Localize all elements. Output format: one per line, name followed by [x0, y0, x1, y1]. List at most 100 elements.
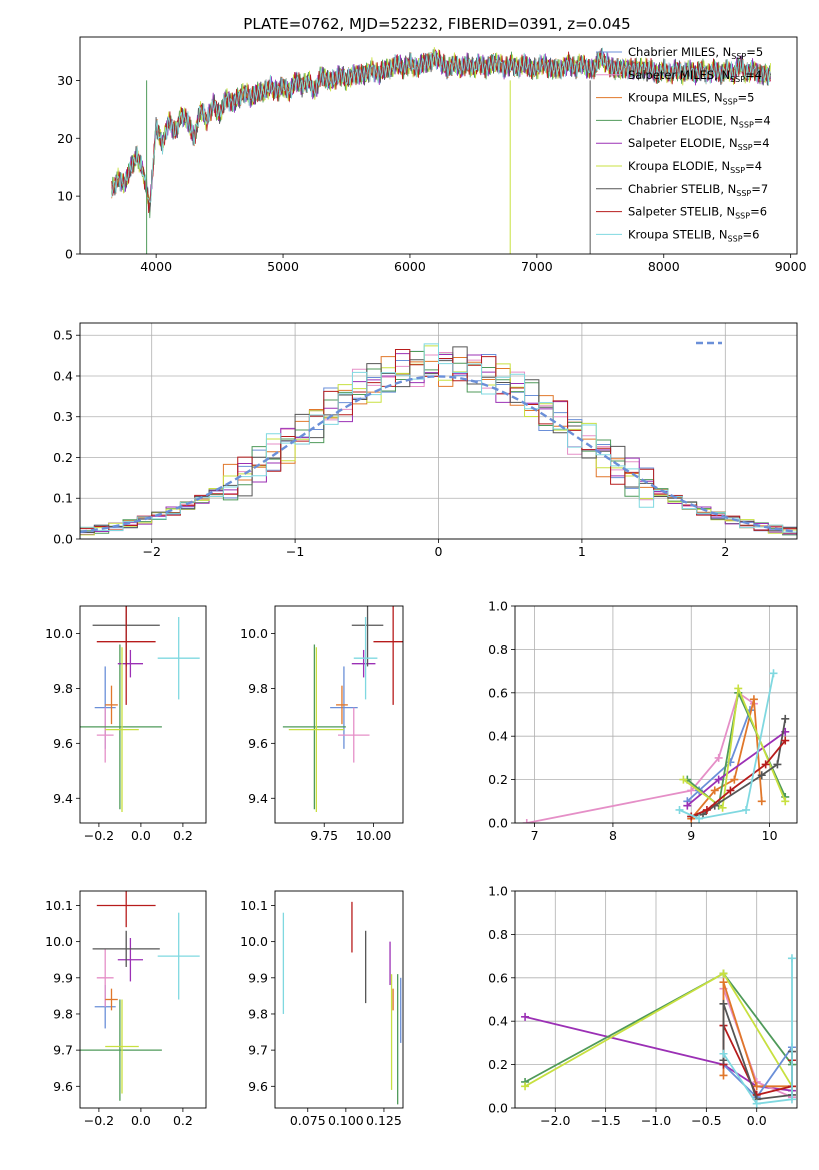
y-tick-label: 30	[57, 73, 73, 88]
y-tick-label: 9.9	[53, 970, 73, 985]
x-tick-label: 0.125	[366, 1113, 402, 1128]
y-tick-label: 9.8	[53, 681, 73, 696]
legend-suffix: =6	[743, 227, 760, 241]
legend-subscript: SSP	[730, 166, 745, 175]
x-tick-label: −0.2	[84, 1113, 114, 1128]
y-tick-label: 0.2	[488, 1057, 508, 1072]
legend-suffix: =4	[754, 113, 771, 127]
y-tick-label: 0.5	[53, 328, 73, 343]
errorbar-kroupa-miles	[336, 685, 348, 725]
weight-marker	[761, 760, 770, 769]
x-tick-label: −2.0	[540, 1113, 570, 1128]
weight-marker	[730, 775, 739, 784]
legend-suffix: =5	[746, 45, 763, 59]
x-tick-label: −2	[142, 544, 160, 559]
mass-vs-ebv-panel: 0.075 0.100 0.125 9.6 9.7 9.8 9.9 10.0 10.1	[240, 890, 404, 1128]
weight-marker	[742, 805, 751, 814]
legend-label-salpeter-miles: Salpeter MILES, NSSP=4	[628, 68, 762, 84]
legend-label-kroupa-miles: Kroupa MILES, NSSP=5	[628, 91, 754, 107]
weight-marker	[749, 695, 758, 704]
y-tick-label: 0.8	[488, 927, 508, 942]
weight-marker	[683, 801, 692, 810]
weight-marker	[769, 669, 778, 678]
errorbar-salpeter-miles	[338, 707, 370, 763]
x-tick-label: 0.0	[747, 1113, 767, 1128]
legend-label-kroupa-elodie: Kroupa ELODIE, NSSP=4	[628, 159, 762, 175]
errorbar-kroupa-elodie	[288, 647, 344, 813]
error-bars	[282, 901, 402, 1105]
weight-marker	[675, 805, 684, 814]
axes-frame	[79, 890, 207, 1109]
y-tick-label: 10.0	[240, 626, 268, 641]
residual-histogram-panel: −2 −1 0 1 2 0.0 0.1 0.2 0.3 0.4 0.5	[53, 322, 798, 559]
x-tick-label: 0.0	[131, 1113, 151, 1128]
x-tick-label: 6000	[394, 259, 426, 274]
y-tick-label: 9.7	[53, 1043, 73, 1058]
weight-marker	[781, 714, 790, 723]
mass-weight-vs-age-panel: 7 8 9 10 0.0 0.2 0.4 0.6 0.8 1.0	[488, 599, 798, 843]
x-tick-label: 10	[762, 828, 778, 843]
weight-marker	[787, 1095, 796, 1104]
spectrum-lines	[111, 47, 771, 254]
legend-subscript: SSP	[728, 234, 743, 243]
legend-suffix: =6	[750, 205, 767, 219]
errorbar-chabrier-elodie	[80, 999, 162, 1101]
legend-label-chabrier-stelib: Chabrier STELIB, NSSP=7	[628, 182, 768, 198]
weight-marker	[781, 736, 790, 745]
weight-marker	[687, 786, 696, 795]
weight-marker	[752, 1099, 761, 1108]
spectrum-panel: 4000 5000 6000 7000 8000 9000 0 10 20 30 Chabrier …	[57, 36, 807, 274]
y-tick-label: 9.6	[248, 1079, 268, 1094]
y-tick-label: 9.6	[53, 1079, 73, 1094]
legend-text: Salpeter MILES, N	[628, 68, 730, 82]
errorbar-salpeter-stelib	[96, 606, 156, 705]
errorbar-kroupa-miles	[105, 988, 118, 1011]
y-tick-label: 9.8	[248, 1006, 268, 1021]
x-tick-label: 0.075	[290, 1113, 326, 1128]
x-tick-label: 0	[435, 544, 443, 559]
errorbar-kroupa-stelib	[157, 912, 200, 1000]
y-tick-label: 20	[57, 131, 73, 146]
weight-marker	[757, 797, 766, 806]
errorbar-salpeter-stelib	[96, 891, 156, 928]
y-tick-label: 0.4	[488, 729, 508, 744]
x-tick-label: −0.5	[691, 1113, 721, 1128]
weight-marker	[522, 819, 531, 823]
weight-marker	[781, 797, 790, 806]
mass-weight-vs-metallicity-panel: −2.0 −1.5 −1.0 −0.5 0.0 0.0 0.2 0.4 0.6 0.8 1.0	[488, 884, 798, 1128]
errorbar-chabrier-stelib	[351, 606, 384, 667]
errorbar-salpeter-elodie	[351, 649, 376, 678]
legend-text: Kroupa ELODIE, N	[628, 159, 730, 173]
y-tick-label: 0.6	[488, 685, 508, 700]
x-tick-label: 10.00	[356, 828, 392, 843]
errorbar-kroupa-elodie	[105, 647, 139, 813]
weight-marker	[714, 775, 723, 784]
legend-text: Salpeter STELIB, N	[628, 205, 735, 219]
errorbar-kroupa-stelib	[353, 616, 378, 700]
axes-frame	[274, 890, 404, 1109]
errorbar-salpeter-miles	[96, 707, 114, 763]
legend-text: Kroupa MILES, N	[628, 91, 723, 105]
weight-marker	[773, 760, 782, 769]
legend-text: Chabrier ELODIE, N	[628, 113, 739, 127]
weight-marker	[757, 771, 766, 780]
legend-text: Chabrier MILES, N	[628, 45, 731, 59]
error-bars	[80, 606, 200, 813]
weight-line-kroupa-stelib	[722, 958, 793, 1105]
errorbar-kroupa-stelib	[157, 616, 200, 700]
y-tick-label: 9.8	[53, 1006, 73, 1021]
histograms	[80, 343, 797, 539]
errorbar-kroupa-miles	[105, 685, 118, 725]
legend-subscript: SSP	[736, 189, 751, 198]
x-tick-label: 0.100	[328, 1113, 364, 1128]
y-tick-label: 9.4	[248, 791, 268, 806]
weight-marker	[718, 803, 727, 812]
y-tick-label: 10	[57, 189, 73, 204]
legend-suffix: =4	[753, 136, 770, 150]
y-tick-label: 9.7	[248, 1043, 268, 1058]
x-tick-label: 8000	[648, 259, 680, 274]
weight-lines	[521, 954, 796, 1108]
errorbar-chabrier-elodie	[80, 644, 162, 810]
y-tick-label: 0.1	[53, 491, 73, 506]
x-tick-label: 9.75	[310, 828, 338, 843]
